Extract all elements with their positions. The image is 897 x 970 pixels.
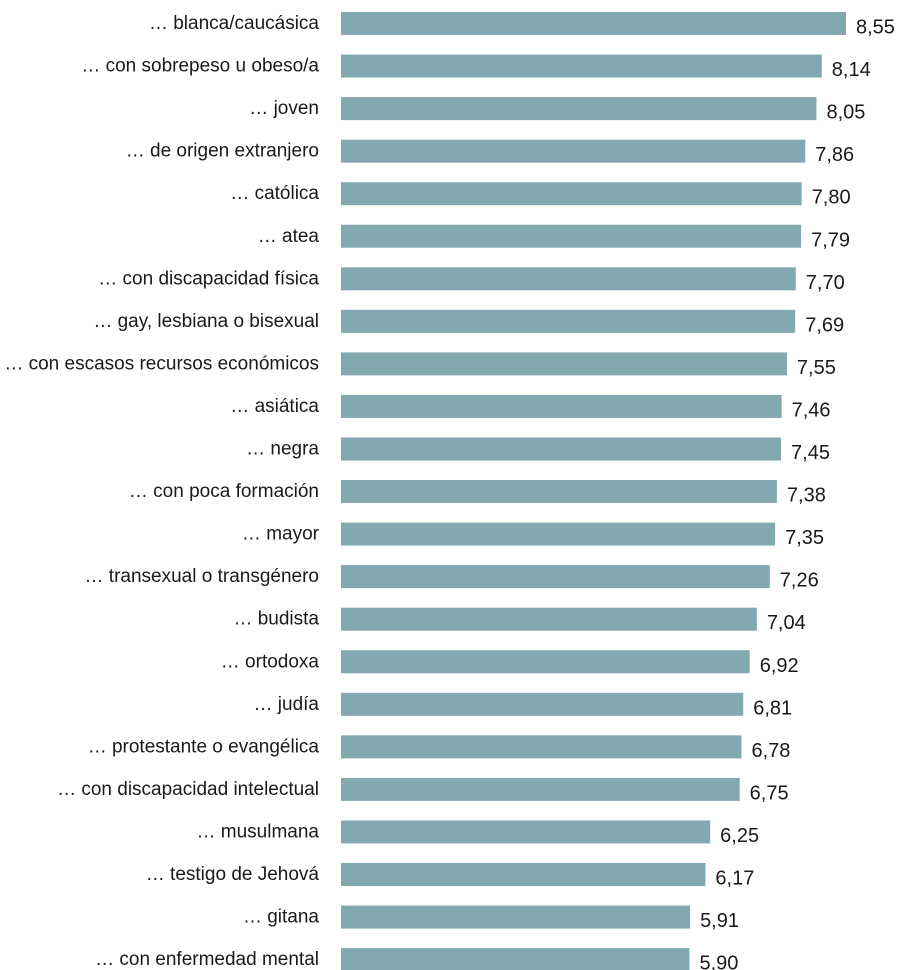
value-label: 7,80 <box>812 187 851 209</box>
value-label: 7,69 <box>805 314 844 336</box>
value-label: 7,35 <box>785 527 824 549</box>
value-label: 7,55 <box>797 357 836 379</box>
category-label: … musulmana <box>197 821 320 842</box>
bar <box>341 820 711 844</box>
category-label: … gitana <box>243 907 319 928</box>
value-label: 6,78 <box>751 740 790 762</box>
value-label: 6,17 <box>715 868 754 890</box>
bar <box>341 650 750 674</box>
bar <box>341 948 690 970</box>
bar <box>341 692 744 716</box>
category-label: … ortodoxa <box>221 651 320 672</box>
value-label: 7,04 <box>767 612 806 634</box>
bar <box>341 522 776 546</box>
bar <box>341 12 846 35</box>
bar <box>341 352 787 376</box>
bar <box>341 480 777 504</box>
category-label: … asiática <box>230 396 319 417</box>
category-label: … con poca formación <box>129 481 319 502</box>
category-label: … transexual o transgénero <box>85 566 319 587</box>
bar <box>341 777 740 801</box>
category-label: … con enfermedad mental <box>95 949 319 970</box>
value-label: 7,26 <box>780 570 819 592</box>
category-label: … negra <box>246 439 319 460</box>
value-label: 7,86 <box>815 144 854 166</box>
bar <box>341 224 802 248</box>
value-label: 7,38 <box>787 485 826 507</box>
bar <box>341 54 822 78</box>
category-label: … gay, lesbiana o bisexual <box>93 311 319 332</box>
value-label: 8,55 <box>856 17 895 39</box>
category-label: … atea <box>258 226 320 247</box>
bar <box>341 267 796 291</box>
bar <box>341 735 742 759</box>
bar <box>341 309 796 333</box>
value-label: 7,79 <box>811 229 850 251</box>
value-label: 8,05 <box>826 102 865 124</box>
category-label: … con sobrepeso u obeso/a <box>81 56 319 77</box>
value-label: 6,75 <box>750 782 789 804</box>
category-label: … blanca/caucásica <box>149 13 319 34</box>
value-label: 5,90 <box>699 953 738 970</box>
bar <box>341 182 802 206</box>
value-label: 5,91 <box>700 910 739 932</box>
category-label: … judía <box>254 694 320 715</box>
category-label: … con discapacidad intelectual <box>57 779 319 800</box>
category-label: … budista <box>233 609 319 630</box>
value-label: 8,14 <box>832 59 871 81</box>
value-label: 7,70 <box>806 272 845 294</box>
bar <box>341 565 770 589</box>
category-label: … con discapacidad física <box>98 268 319 289</box>
category-label: … con escasos recursos económicos <box>4 353 319 374</box>
bar <box>341 394 782 418</box>
bar <box>341 905 691 929</box>
value-label: 7,46 <box>792 399 831 421</box>
category-label: … de origen extranjero <box>126 141 319 162</box>
value-label: 7,45 <box>791 442 830 464</box>
bar <box>341 139 806 163</box>
value-label: 6,81 <box>753 697 792 719</box>
bar <box>341 863 706 886</box>
category-label: … católica <box>230 183 319 204</box>
category-label: … protestante o evangélica <box>88 736 320 757</box>
bar <box>341 97 817 121</box>
value-label: 6,25 <box>720 825 759 847</box>
category-label: … testigo de Jehová <box>146 864 320 885</box>
bar <box>341 607 757 631</box>
bar <box>341 437 782 461</box>
value-label: 6,92 <box>760 655 799 677</box>
category-label: … joven <box>249 98 319 119</box>
category-label: … mayor <box>242 524 320 545</box>
